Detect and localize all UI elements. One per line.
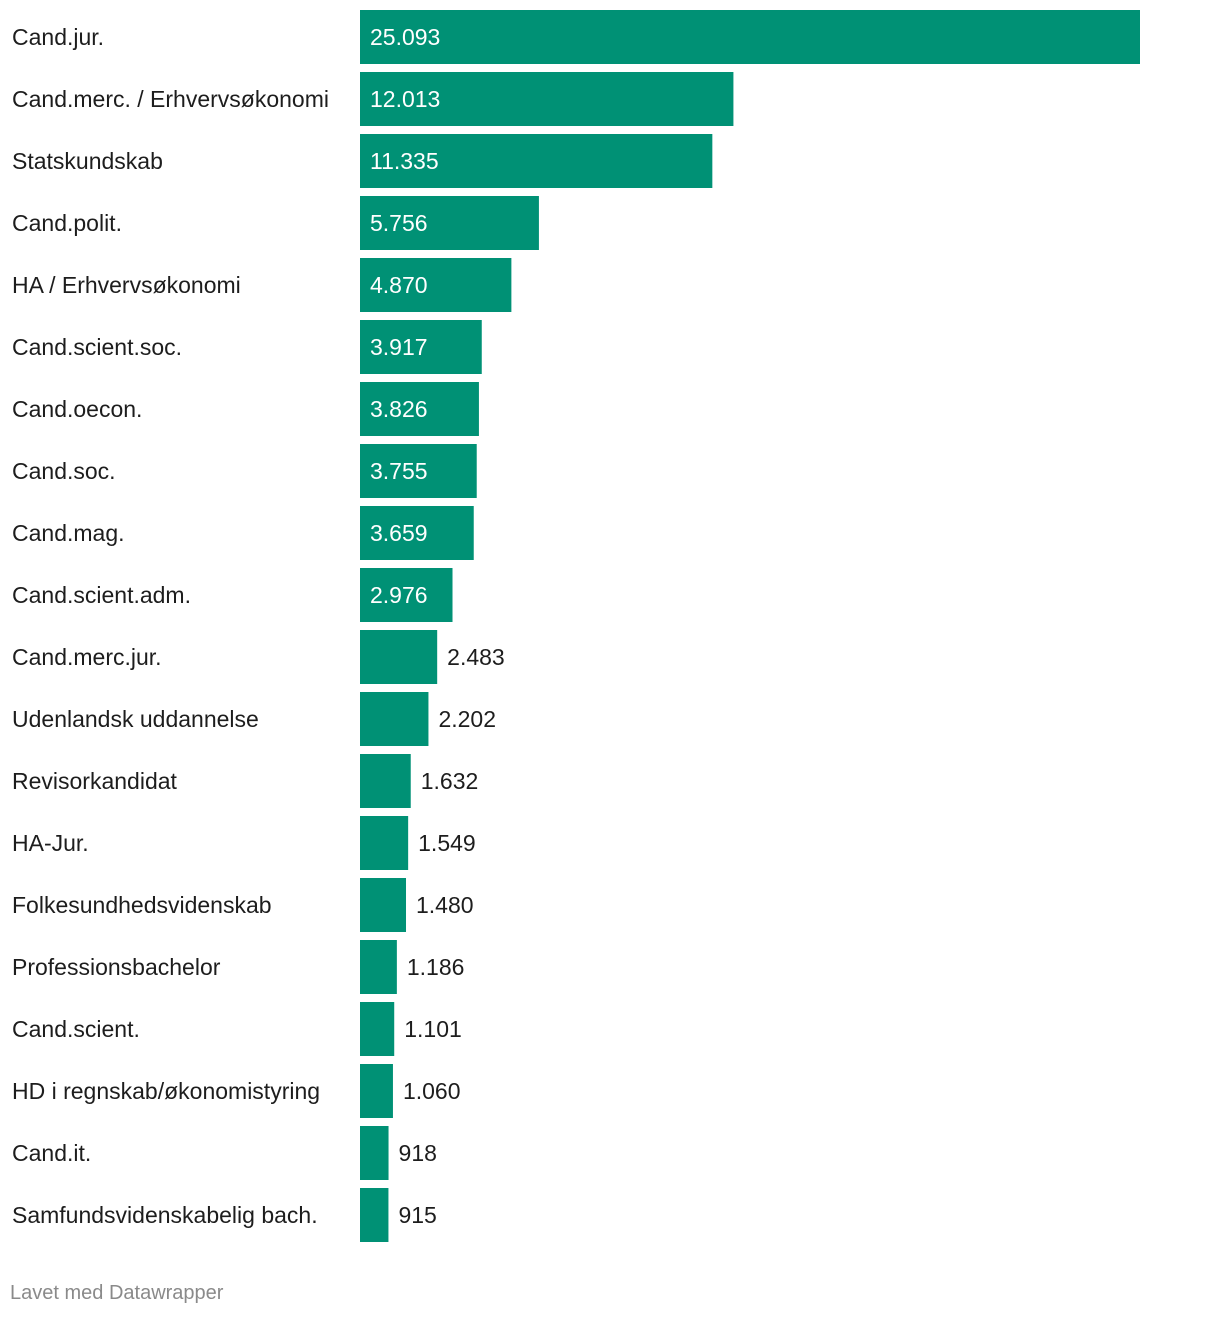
category-label: Professionsbachelor xyxy=(12,954,221,980)
bar xyxy=(360,692,429,746)
value-label: 25.093 xyxy=(370,24,440,50)
value-label: 3.826 xyxy=(370,396,428,422)
bar xyxy=(360,72,734,126)
footer-credit: Lavet med Datawrapper xyxy=(10,1282,224,1304)
category-label: Samfundsvidenskabelig bach. xyxy=(12,1202,318,1228)
bar xyxy=(360,10,1140,64)
category-label: Revisorkandidat xyxy=(12,768,178,794)
value-label: 3.659 xyxy=(370,520,428,546)
bar xyxy=(360,816,409,870)
bar xyxy=(360,1188,389,1242)
value-label: 2.202 xyxy=(438,706,496,732)
value-label: 12.013 xyxy=(370,86,440,112)
value-label: 915 xyxy=(398,1202,436,1228)
category-label: HA-Jur. xyxy=(12,830,89,856)
category-label: Cand.scient.adm. xyxy=(12,582,191,608)
bar xyxy=(360,506,474,560)
category-label: Statskundskab xyxy=(12,148,163,174)
category-label: Cand.merc.jur. xyxy=(12,644,162,670)
value-label: 1.060 xyxy=(403,1078,461,1104)
category-label: Cand.mag. xyxy=(12,520,125,546)
value-label: 4.870 xyxy=(370,272,428,298)
category-label: Cand.scient. xyxy=(12,1016,140,1042)
category-label: HD i regnskab/økonomistyring xyxy=(12,1078,320,1104)
category-label: Cand.it. xyxy=(12,1140,91,1166)
bar xyxy=(360,196,539,250)
bar xyxy=(360,382,479,436)
bar-chart: Cand.jur. 25.093 Cand.merc. / Erhvervsøkon… xyxy=(12,10,1140,1242)
value-label: 1.101 xyxy=(404,1016,462,1042)
value-label: 918 xyxy=(399,1140,437,1166)
value-label: 5.756 xyxy=(370,210,428,236)
category-label: Cand.oecon. xyxy=(12,396,142,422)
bar xyxy=(360,630,438,684)
bar xyxy=(360,1064,393,1118)
bar xyxy=(360,134,713,188)
value-label: 1.480 xyxy=(416,892,474,918)
bar xyxy=(360,1002,395,1056)
bar xyxy=(360,258,512,312)
category-label: Cand.polit. xyxy=(12,210,122,236)
value-label: 1.186 xyxy=(407,954,465,980)
category-label: Cand.merc. / Erhvervsøkonomi xyxy=(12,86,329,112)
value-label: 11.335 xyxy=(370,148,439,174)
bar xyxy=(360,878,407,932)
category-label: Cand.scient.soc. xyxy=(12,334,182,360)
bar xyxy=(360,444,477,498)
value-label: 2.976 xyxy=(370,582,428,608)
category-label: Folkesundhedsvidenskab xyxy=(12,892,272,918)
bar xyxy=(360,940,397,994)
bar xyxy=(360,754,411,808)
category-label: Cand.soc. xyxy=(12,458,116,484)
category-label: HA / Erhvervsøkonomi xyxy=(12,272,241,298)
value-label: 3.755 xyxy=(370,458,428,484)
value-label: 1.549 xyxy=(418,830,476,856)
bar xyxy=(360,1126,389,1180)
value-label: 1.632 xyxy=(421,768,479,794)
category-label: Udenlandsk uddannelse xyxy=(12,706,259,732)
value-label: 2.483 xyxy=(447,644,505,670)
bar xyxy=(360,568,453,622)
category-label: Cand.jur. xyxy=(12,24,104,50)
bar xyxy=(360,320,482,374)
value-label: 3.917 xyxy=(370,334,428,360)
